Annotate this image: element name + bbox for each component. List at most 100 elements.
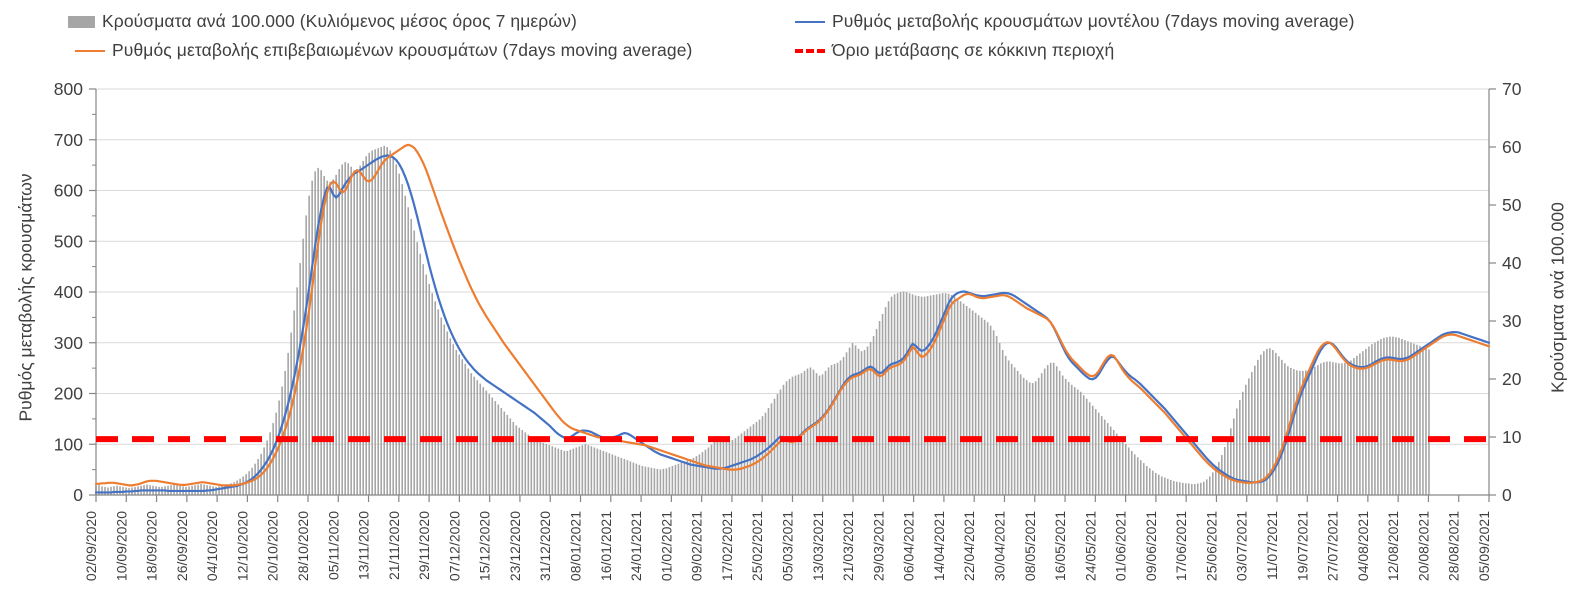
bar xyxy=(1064,379,1067,495)
bar xyxy=(1124,443,1127,495)
bar xyxy=(827,367,830,495)
legend-item-red-threshold[interactable]: Όριο μετάβασης σε κόκκινη περιοχή xyxy=(795,40,1114,61)
bar xyxy=(1395,337,1397,495)
bar xyxy=(341,164,343,495)
bar xyxy=(1257,359,1259,495)
bar xyxy=(1296,370,1298,495)
bar xyxy=(248,471,250,495)
bar xyxy=(1227,438,1229,495)
bar xyxy=(1121,440,1124,495)
bar xyxy=(230,483,232,495)
bar xyxy=(662,468,665,495)
bar xyxy=(455,350,458,495)
bar xyxy=(1193,483,1196,495)
bar xyxy=(1224,446,1226,495)
bar xyxy=(1353,358,1355,495)
bar xyxy=(308,195,310,495)
bar xyxy=(1091,405,1094,495)
bar xyxy=(731,439,734,495)
bar xyxy=(1190,483,1193,495)
bar xyxy=(674,464,677,495)
bar xyxy=(485,390,488,495)
bar xyxy=(860,351,863,495)
bar xyxy=(1389,336,1391,495)
bar xyxy=(524,432,527,495)
bar xyxy=(1172,481,1175,495)
legend-item-model-rate[interactable]: Ρυθμός μεταβολής κρουσμάτων μοντέλου (7d… xyxy=(795,11,1355,32)
bar xyxy=(428,283,431,495)
bar xyxy=(851,343,854,495)
bar xyxy=(863,350,866,495)
bar xyxy=(359,165,361,495)
bar xyxy=(695,456,698,495)
bar xyxy=(1175,481,1178,495)
bar xyxy=(1199,482,1202,495)
x-axis-tick-label: 12/08/2021 xyxy=(1385,511,1401,581)
bar xyxy=(1335,362,1337,495)
bar xyxy=(584,443,587,495)
bar xyxy=(1118,437,1121,495)
bar xyxy=(869,341,872,495)
bar xyxy=(1341,363,1343,495)
orange-line-swatch-icon xyxy=(75,49,105,52)
x-axis-tick-label: 10/09/2020 xyxy=(113,511,129,581)
bar xyxy=(290,332,292,495)
bar xyxy=(1046,365,1049,495)
x-axis-tick-label: 25/06/2021 xyxy=(1203,511,1219,581)
bar xyxy=(902,291,905,495)
bar xyxy=(593,447,596,495)
bar xyxy=(1413,343,1415,495)
bar xyxy=(1130,450,1133,495)
x-axis-tick-label: 17/02/2021 xyxy=(719,511,735,581)
bar xyxy=(698,454,701,495)
bar xyxy=(1007,360,1010,495)
bar xyxy=(590,446,593,495)
bar xyxy=(368,152,370,496)
bar xyxy=(1362,351,1364,495)
x-axis-tick-label: 22/04/2021 xyxy=(961,511,977,581)
x-axis-tick-label: 25/02/2021 xyxy=(749,511,765,581)
bar xyxy=(200,483,202,495)
bar xyxy=(374,149,376,495)
bar xyxy=(944,293,947,495)
bar xyxy=(1142,463,1145,495)
bar xyxy=(1088,402,1091,495)
y-axis-left-tick-label: 500 xyxy=(54,231,83,251)
bar xyxy=(1320,363,1322,495)
bar xyxy=(1203,481,1205,495)
bar xyxy=(557,448,560,495)
bar xyxy=(1398,337,1400,495)
bar xyxy=(854,345,857,495)
x-axis-tick-label: 16/01/2021 xyxy=(598,511,614,581)
bar xyxy=(689,459,692,495)
bar xyxy=(434,301,437,495)
bar xyxy=(1028,382,1031,495)
bar xyxy=(119,486,121,495)
bar xyxy=(377,148,379,495)
bar xyxy=(1377,340,1379,495)
legend-item-cases-per-100k[interactable]: Κρούσματα ανά 100.000 (Κυλιόμενος μέσος … xyxy=(68,11,577,32)
bar xyxy=(1206,479,1208,495)
bar xyxy=(1368,346,1370,495)
bar xyxy=(620,457,623,495)
bar xyxy=(1001,350,1004,495)
confirmed-rate-line xyxy=(94,143,1491,487)
bar xyxy=(350,166,352,495)
bar xyxy=(581,445,584,495)
bar xyxy=(215,486,217,495)
bar xyxy=(1061,375,1064,495)
bar xyxy=(1106,423,1109,495)
bar xyxy=(1212,472,1214,495)
legend-item-confirmed-rate[interactable]: Ρυθμός μεταβολής επιβεβαιωμένων κρουσμάτ… xyxy=(75,40,692,61)
y-axis-right-tick-label: 20 xyxy=(1502,369,1522,389)
bar xyxy=(503,411,506,495)
bar xyxy=(719,437,722,495)
bar xyxy=(746,428,749,495)
bar xyxy=(338,169,340,496)
bar xyxy=(1082,395,1085,495)
bar xyxy=(1178,482,1181,495)
bar xyxy=(953,296,956,495)
bar xyxy=(1076,389,1079,495)
bar xyxy=(833,363,836,495)
bar xyxy=(1278,356,1280,495)
